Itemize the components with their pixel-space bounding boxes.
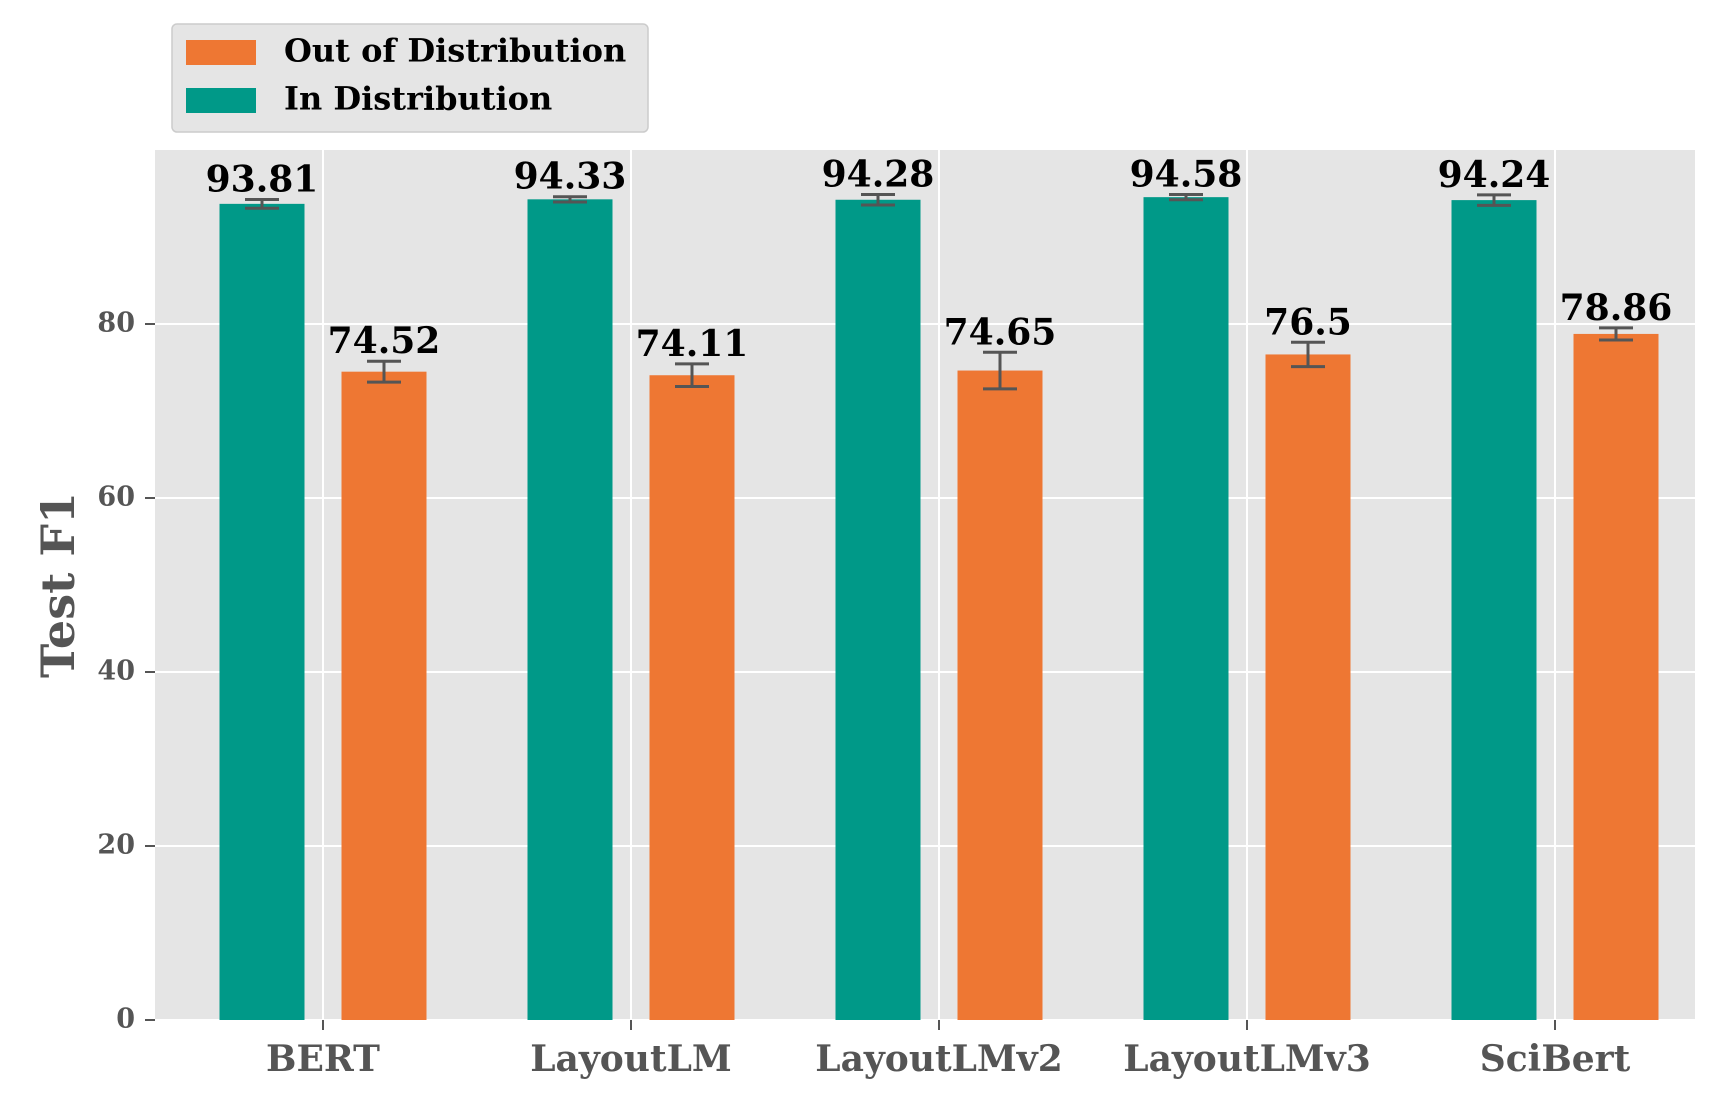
y-tick-label-60: 60 [97, 482, 135, 513]
bar-out-of-distribution-bert [341, 371, 427, 1020]
axes: 0 20 40 60 80 BERT LayoutLM LayoutLMv2 LayoutLMv… [97, 308, 1630, 1081]
data-label-out-of-distribution-layoutlm: 74.11 [636, 323, 749, 365]
bar-in-distribution-layoutlmv3 [1143, 197, 1229, 1021]
bar-out-of-distribution-layoutlmv3 [1265, 354, 1351, 1020]
bar-out-of-distribution-layoutlmv2 [957, 370, 1043, 1020]
bar-in-distribution-scibert [1451, 200, 1537, 1020]
legend-label-in-distribution: In Distribution [284, 80, 552, 118]
data-label-in-distribution-scibert: 94.24 [1438, 154, 1551, 196]
data-label-in-distribution-layoutlm: 94.33 [514, 156, 627, 198]
bar-in-distribution-layoutlmv2 [835, 199, 921, 1020]
data-label-in-distribution-layoutlmv2: 94.28 [822, 154, 935, 196]
data-label-in-distribution-bert: 93.81 [206, 159, 319, 201]
bar-out-of-distribution-layoutlm [649, 375, 735, 1020]
legend: Out of Distribution In Distribution [171, 23, 649, 133]
y-tick-label-0: 0 [116, 1004, 135, 1035]
legend-label-out-of-distribution: Out of Distribution [284, 32, 626, 70]
bars: 93.81 74.52 94.33 74.11 94.28 74.65 94.58 76.5 9… [206, 154, 1673, 1021]
x-tick-label-scibert: SciBert [1480, 1038, 1631, 1080]
data-label-out-of-distribution-bert: 74.52 [328, 320, 441, 362]
x-tick-label-layoutlmv2: LayoutLMv2 [815, 1038, 1063, 1080]
x-tick-label-layoutlmv3: LayoutLMv3 [1123, 1038, 1371, 1080]
x-tick-label-layoutlm: LayoutLM [530, 1038, 732, 1080]
x-tick-label-bert: BERT [266, 1038, 380, 1080]
legend-swatch-in-distribution [186, 88, 256, 113]
legend-swatch-out-of-distribution [186, 40, 256, 65]
y-tick-label-20: 20 [97, 830, 135, 861]
bar-in-distribution-layoutlm [527, 199, 613, 1021]
y-tick-label-80: 80 [97, 308, 135, 339]
bar-out-of-distribution-scibert [1573, 333, 1659, 1021]
data-label-out-of-distribution-layoutlmv2: 74.65 [944, 311, 1057, 353]
bar-in-distribution-bert [219, 203, 305, 1020]
data-label-out-of-distribution-layoutlmv3: 76.5 [1264, 301, 1352, 343]
legend-box [171, 23, 649, 133]
y-axis-title: Test F1 [31, 492, 85, 678]
y-tick-label-40: 40 [97, 656, 135, 687]
data-label-out-of-distribution-scibert: 78.86 [1560, 287, 1673, 329]
data-label-in-distribution-layoutlmv3: 94.58 [1130, 154, 1243, 196]
